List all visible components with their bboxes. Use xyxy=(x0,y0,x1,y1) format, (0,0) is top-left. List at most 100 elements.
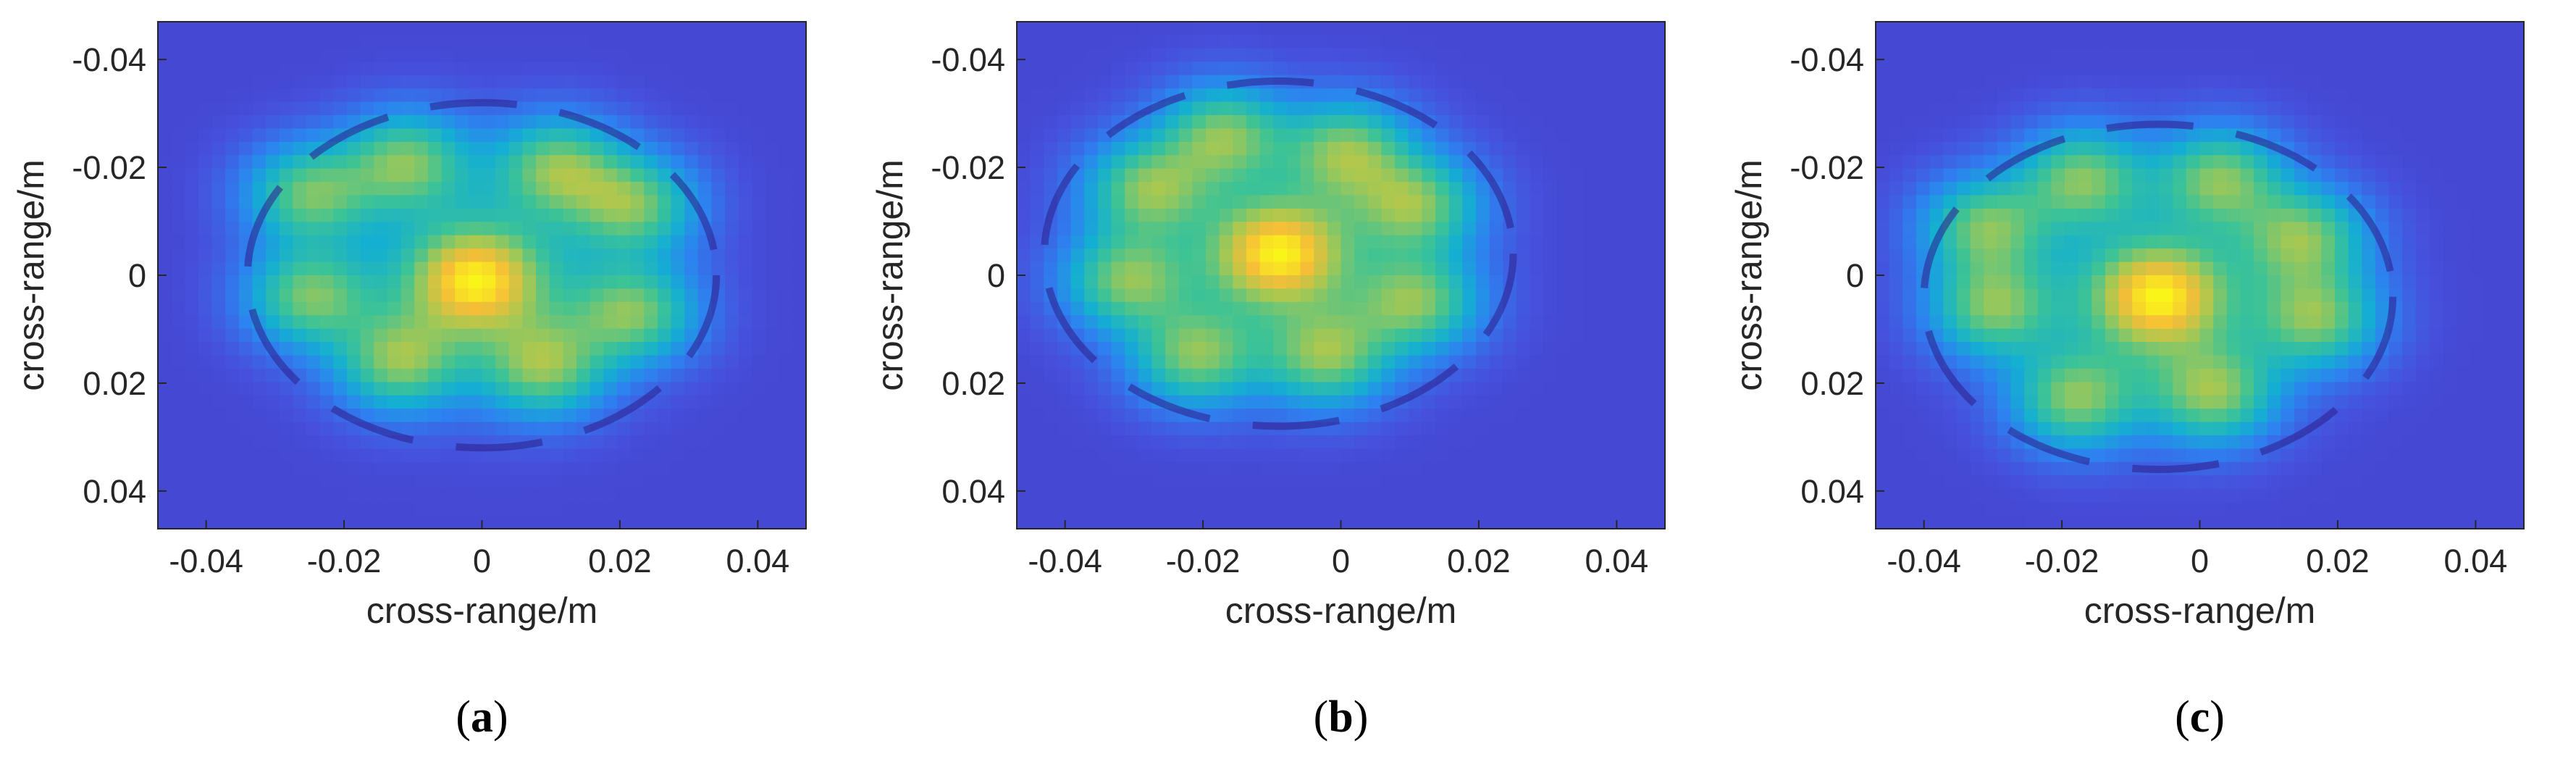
heatmap-cell xyxy=(738,368,753,382)
heatmap-cell xyxy=(2456,168,2471,183)
heatmap-cell xyxy=(2470,261,2484,276)
heatmap-cell xyxy=(563,342,577,356)
heatmap-cell xyxy=(697,141,713,156)
heatmap-cell xyxy=(657,502,672,516)
heatmap-cell xyxy=(1044,422,1058,436)
heatmap-cell xyxy=(2429,141,2443,156)
heatmap-cell xyxy=(1435,288,1450,303)
heatmap-cell xyxy=(1111,461,1125,476)
heatmap-cell xyxy=(1611,208,1625,222)
heatmap-cell xyxy=(1286,288,1301,303)
heatmap-cell xyxy=(711,114,726,129)
heatmap-cell xyxy=(1070,75,1085,89)
heatmap-cell xyxy=(1125,222,1139,236)
heatmap-cell xyxy=(1165,355,1180,369)
heatmap-cell xyxy=(1273,248,1288,263)
heatmap-cell xyxy=(522,475,537,490)
heatmap-cell xyxy=(2051,315,2065,330)
heatmap-cell xyxy=(576,409,591,423)
heatmap-cell xyxy=(1178,435,1193,450)
heatmap-cell xyxy=(1233,114,1247,129)
y-tick-label: 0 xyxy=(987,257,1005,294)
heatmap-cell xyxy=(455,461,469,476)
heatmap-cell xyxy=(1916,208,1931,222)
heatmap-cell xyxy=(1030,288,1044,303)
heatmap-cell xyxy=(2470,128,2484,143)
heatmap-cell xyxy=(1057,35,1072,49)
heatmap-cell xyxy=(765,395,780,409)
heatmap-cell xyxy=(684,235,699,249)
heatmap-cell xyxy=(2254,22,2268,36)
heatmap-cell xyxy=(1259,261,1274,276)
heatmap-cell xyxy=(522,461,537,476)
heatmap-cell xyxy=(671,261,685,276)
heatmap-cell xyxy=(522,208,537,222)
heatmap-cell xyxy=(2145,235,2160,249)
heatmap-cell xyxy=(1233,502,1247,516)
heatmap-cell xyxy=(1300,461,1314,476)
heatmap-cell xyxy=(1327,435,1342,450)
heatmap-cell xyxy=(603,288,618,303)
heatmap-cell xyxy=(1929,195,1944,209)
heatmap-cell xyxy=(427,22,442,36)
heatmap-cell xyxy=(1341,222,1355,236)
heatmap-cell xyxy=(468,382,483,396)
heatmap-cell xyxy=(2173,342,2187,356)
heatmap-cell xyxy=(2105,35,2120,49)
heatmap-cell xyxy=(1381,261,1396,276)
heatmap-cell xyxy=(697,409,713,423)
heatmap-cell xyxy=(1300,435,1314,450)
heatmap-cell xyxy=(293,182,307,196)
heatmap-cell xyxy=(279,48,294,62)
heatmap-cell xyxy=(211,101,226,116)
heatmap-cell xyxy=(387,288,402,303)
heatmap-cell xyxy=(1151,409,1166,423)
heatmap-cell xyxy=(1138,488,1153,503)
heatmap-cell xyxy=(644,448,658,463)
heatmap-cell xyxy=(347,342,361,356)
heatmap-cell xyxy=(697,488,713,503)
heatmap-cell xyxy=(508,88,524,103)
heatmap-cell xyxy=(1570,141,1585,156)
heatmap-cell xyxy=(1462,75,1477,89)
heatmap-cell xyxy=(2118,88,2133,103)
heatmap-cell xyxy=(333,35,348,49)
heatmap-cell xyxy=(238,315,253,330)
heatmap-cell xyxy=(414,182,429,196)
heatmap-cell xyxy=(158,168,172,183)
heatmap-cell xyxy=(2118,168,2133,183)
heatmap-cell xyxy=(1233,409,1247,423)
heatmap-cell xyxy=(671,141,685,156)
heatmap-cell xyxy=(1916,355,1931,369)
heatmap-cell xyxy=(1570,275,1585,290)
heatmap-cell xyxy=(684,275,699,290)
heatmap-cell xyxy=(319,409,334,423)
heatmap-cell xyxy=(738,328,753,343)
heatmap-cell xyxy=(1206,101,1220,116)
heatmap-cell xyxy=(1889,88,1903,103)
heatmap-cell xyxy=(333,515,348,529)
heatmap-cell xyxy=(400,461,415,476)
heatmap-cell xyxy=(2173,235,2187,249)
heatmap-cell xyxy=(1070,222,1085,236)
heatmap-cell xyxy=(752,382,766,396)
heatmap-cell xyxy=(1111,222,1125,236)
heatmap-cell xyxy=(2281,35,2295,49)
heatmap-cell xyxy=(468,448,483,463)
heatmap-cell xyxy=(644,168,658,183)
heatmap-cell xyxy=(1651,435,1666,450)
heatmap-cell xyxy=(1233,368,1247,382)
heatmap-cell xyxy=(1516,155,1531,169)
heatmap-cell xyxy=(1381,208,1396,222)
heatmap-cell xyxy=(1097,355,1112,369)
heatmap-cell xyxy=(1314,461,1328,476)
heatmap-cell xyxy=(482,448,496,463)
heatmap-cell xyxy=(1017,515,1031,529)
heatmap-cell xyxy=(2321,75,2336,89)
heatmap-cell xyxy=(1206,502,1220,516)
heatmap-cell xyxy=(1489,248,1503,263)
heatmap-cell xyxy=(1889,101,1903,116)
heatmap-cell xyxy=(1530,395,1544,409)
heatmap-cell xyxy=(779,301,793,316)
heatmap-cell xyxy=(1448,155,1463,169)
